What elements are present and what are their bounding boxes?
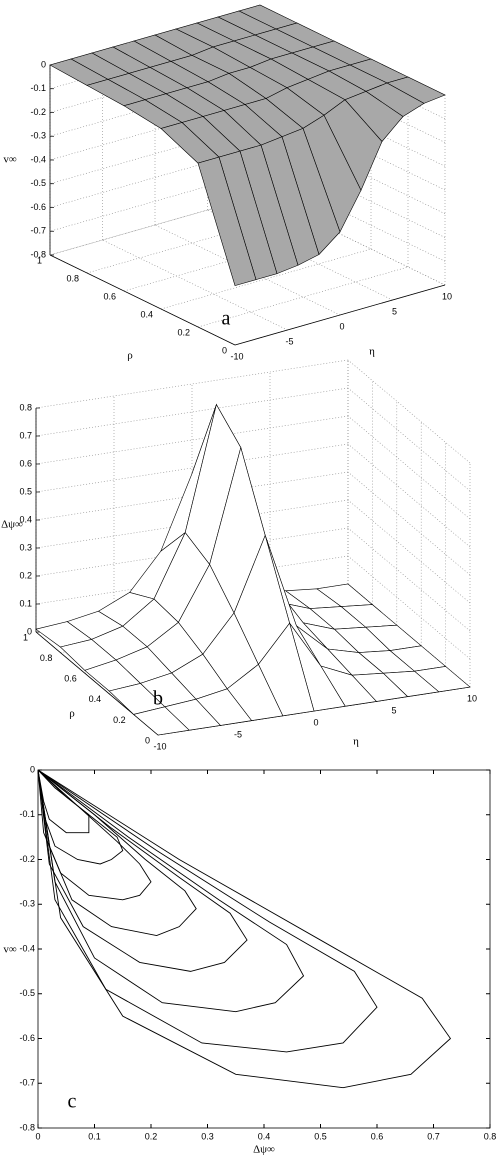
z-tick-label: -0.1	[30, 83, 46, 93]
axis-label: η	[353, 736, 359, 748]
z-tick-label: -0.7	[30, 226, 46, 236]
grid-line	[347, 415, 471, 520]
grid-line	[347, 471, 471, 576]
y-tick-label: 0.2	[177, 327, 190, 337]
z-tick-label: -0.8	[30, 249, 46, 259]
panel-label: b	[153, 688, 163, 710]
z-tick-label: 0.2	[19, 570, 32, 580]
panel-label: a	[222, 308, 231, 330]
x-tick-label: 0.4	[258, 1131, 271, 1141]
grid-line	[347, 499, 471, 604]
y-tick-label: 0.8	[66, 273, 79, 283]
axis-label: η	[369, 346, 375, 358]
grid-line	[347, 387, 471, 492]
y-tick-label: -0.3	[19, 899, 35, 909]
y-tick-label: 0.4	[140, 309, 153, 319]
axis-label: v∞	[3, 154, 17, 166]
z-tick-label: 0.1	[19, 598, 32, 608]
axis-line	[49, 254, 236, 346]
x-tick-label: 0.3	[201, 1131, 214, 1141]
axis-label: Δψ∞	[1, 519, 23, 531]
axis-label: ρ	[127, 350, 133, 362]
z-tick-label: 0.8	[19, 402, 32, 412]
y-tick-label: 0	[30, 764, 35, 774]
grid-line	[347, 359, 471, 464]
y-tick-label: -0.6	[19, 1033, 35, 1043]
surface-cell	[132, 706, 190, 736]
x-tick-label: 0.6	[371, 1131, 384, 1141]
grid-line	[347, 443, 471, 548]
contour-line	[37, 769, 305, 1013]
grid-line	[123, 230, 335, 292]
x-tick-label: 0.2	[145, 1131, 158, 1141]
z-tick-label: -0.3	[30, 131, 46, 141]
contour-line	[37, 769, 378, 1053]
x-tick-label: -5	[285, 336, 293, 346]
grid-line	[197, 266, 409, 328]
y-tick-label: -0.2	[19, 854, 35, 864]
y-tick-label: -0.1	[19, 809, 35, 819]
contour-line	[37, 769, 452, 1089]
y-tick-label: 0.6	[103, 291, 116, 301]
x-tick-label: 10	[467, 693, 477, 703]
x-tick-label: 5	[392, 306, 397, 316]
y-tick-label: 0	[222, 345, 227, 355]
x-tick-label: 10	[442, 291, 452, 301]
z-tick-label: -0.5	[30, 178, 46, 188]
x-tick-label: 0	[339, 321, 344, 331]
y-tick-label: 1	[23, 632, 28, 642]
z-tick-label: 0.3	[19, 542, 32, 552]
y-tick-label: -0.8	[19, 1122, 35, 1132]
panel-label: c	[68, 1091, 77, 1113]
z-tick-label: -0.6	[30, 202, 46, 212]
contour-line	[37, 769, 90, 834]
x-tick-label: -10	[230, 351, 243, 361]
x-tick-label: -5	[234, 729, 242, 739]
x-tick-label: 0.7	[427, 1131, 440, 1141]
z-tick-label: -0.2	[30, 107, 46, 117]
x-tick-label: 0.5	[314, 1131, 327, 1141]
grid-line	[49, 194, 261, 256]
contour-line	[37, 769, 248, 972]
z-tick-label: -0.4	[30, 154, 46, 164]
axis-label: Δψ∞	[253, 1144, 275, 1156]
x-tick-label: 0	[313, 717, 318, 727]
x-tick-label: -10	[153, 741, 166, 751]
grid-line	[160, 248, 372, 310]
y-tick-label: 1	[37, 255, 42, 265]
y-tick-label: -0.7	[19, 1078, 35, 1088]
x-tick-label: 0	[35, 1131, 40, 1141]
z-tick-label: 0.4	[19, 514, 32, 524]
z-tick-label: 0	[41, 59, 46, 69]
contour-line	[37, 769, 197, 937]
axis-line	[234, 284, 446, 346]
axis-label: v∞	[3, 944, 17, 956]
y-tick-label: 0.4	[89, 694, 102, 704]
grid-line	[86, 212, 298, 274]
z-tick-label: 0.7	[19, 430, 32, 440]
axis-label: ρ	[69, 708, 75, 720]
y-tick-label: 0	[145, 735, 150, 745]
z-tick-label: 0	[27, 626, 32, 636]
x-tick-label: 5	[391, 705, 396, 715]
grid-line	[102, 239, 288, 331]
surface-cell	[197, 156, 257, 286]
x-tick-label: 0.1	[88, 1131, 101, 1141]
y-tick-label: -0.4	[19, 943, 35, 953]
y-tick-label: 0.2	[113, 715, 126, 725]
z-tick-label: 0.6	[19, 458, 32, 468]
y-tick-label: -0.5	[19, 988, 35, 998]
contour-line	[37, 769, 152, 901]
x-tick-label: 0.8	[484, 1131, 496, 1141]
z-tick-label: 0.5	[19, 486, 32, 496]
y-tick-label: 0.6	[64, 674, 77, 684]
y-tick-label: 0.8	[40, 653, 53, 663]
